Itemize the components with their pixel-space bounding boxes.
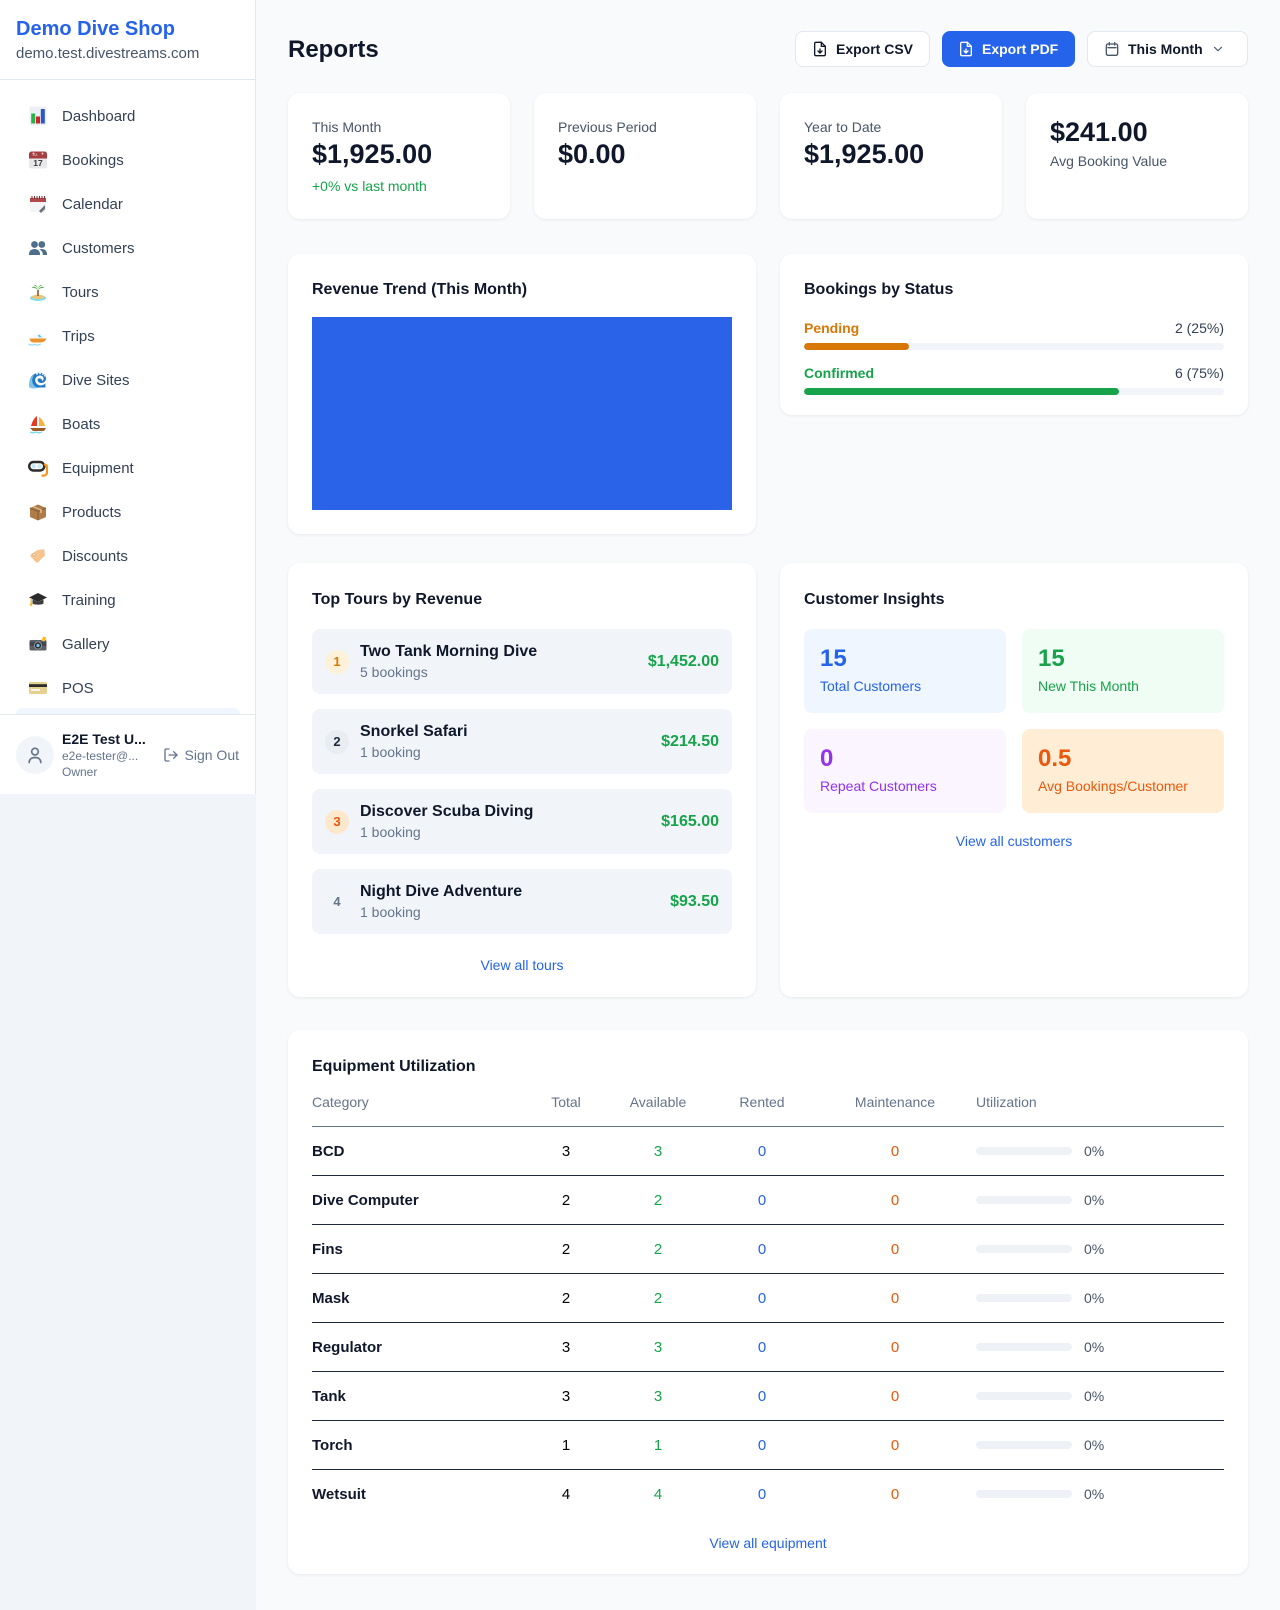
svg-text:17: 17 [33, 158, 43, 168]
svg-text:JUL: JUL [33, 153, 39, 157]
